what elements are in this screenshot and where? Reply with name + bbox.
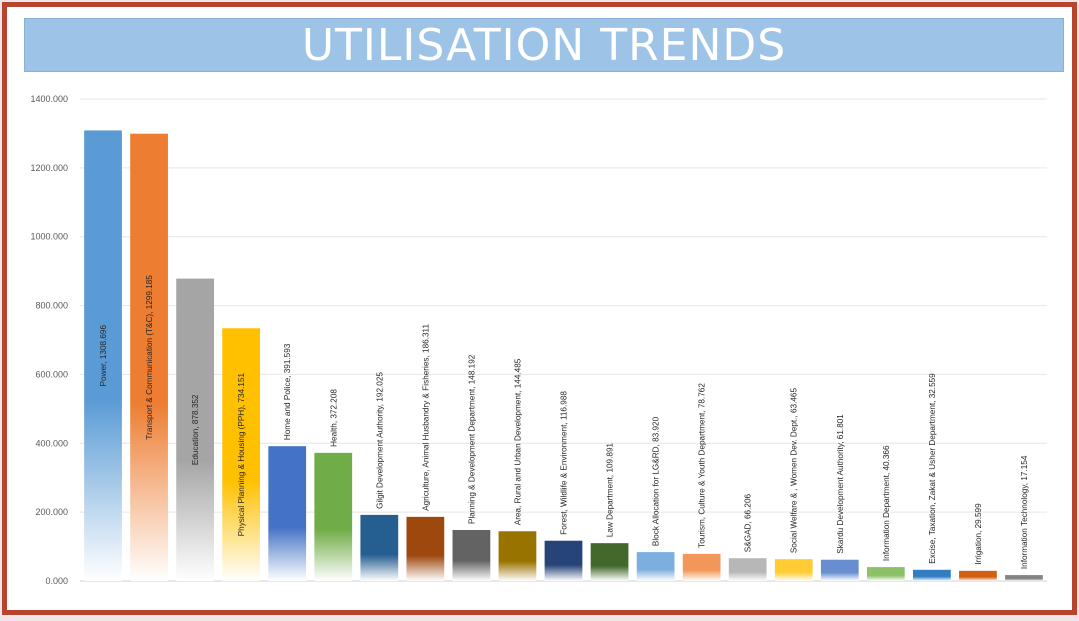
- bar: [268, 446, 307, 581]
- bar: [222, 328, 261, 581]
- data-label: Skardu Development Authority, 61.801: [836, 414, 845, 554]
- data-label: Block Allocation for LG&RD, 83.920: [652, 416, 661, 546]
- bar: [913, 569, 951, 581]
- data-label: Planning & Development Department, 148.1…: [467, 354, 476, 524]
- bar: [452, 529, 491, 581]
- bar: [636, 552, 675, 581]
- bar: [820, 559, 859, 581]
- bar: [84, 130, 122, 581]
- data-label: Gilgit Development Authority, 192.025: [375, 372, 384, 509]
- bar: [959, 570, 997, 581]
- data-label: Forest, Wildlife & Environment, 116.988: [560, 391, 569, 535]
- data-label: Transport & Communication (T&C), 1299.18…: [145, 275, 154, 440]
- bar: [498, 531, 537, 581]
- data-label: Social Welfare & , Women Dev. Dept., 63.…: [790, 388, 799, 554]
- bar: [728, 558, 767, 581]
- y-tick-label: 1200.000: [30, 163, 68, 173]
- data-label: Physical Planning & Housing (PPH), 734.1…: [237, 372, 246, 536]
- data-label: Tourism, Culture & Youth Department, 78.…: [698, 383, 707, 548]
- data-label: Irrigation, 29.599: [974, 503, 983, 565]
- bar: [360, 514, 399, 581]
- data-label: Agriculture, Animal Husbandry & Fisherie…: [421, 324, 430, 511]
- data-label: S&GAD, 66.206: [744, 494, 753, 553]
- data-label: Excise, Taxation, Zakat & Usher Departme…: [928, 373, 937, 564]
- bar: [544, 540, 583, 581]
- bar: [774, 559, 813, 581]
- y-tick-label: 200.000: [35, 507, 68, 517]
- data-label: Power, 1308.696: [99, 325, 108, 387]
- bar: [1005, 575, 1043, 581]
- data-label: Information Technology, 17.154: [1020, 455, 1029, 569]
- bar: [406, 516, 445, 581]
- data-label: Health, 372.208: [329, 389, 338, 447]
- bar: [866, 567, 905, 581]
- y-tick-label: 800.000: [35, 301, 68, 311]
- data-label: Law Department, 109.891: [606, 443, 615, 538]
- y-tick-label: 0.000: [45, 576, 68, 586]
- data-label: Education, 878.352: [191, 394, 200, 465]
- bar: [314, 452, 353, 581]
- data-label: Information Department, 40.366: [882, 445, 891, 561]
- bar: [590, 543, 629, 581]
- bar: [130, 133, 168, 581]
- y-tick-label: 600.000: [35, 369, 68, 379]
- y-tick-label: 400.000: [35, 438, 68, 448]
- y-tick-label: 1000.000: [30, 232, 68, 242]
- bar: [682, 553, 721, 581]
- title-banner: UTILISATION TRENDS: [24, 18, 1064, 72]
- y-tick-label: 1400.000: [30, 94, 68, 104]
- chart-title: UTILISATION TRENDS: [301, 19, 787, 71]
- bar: [176, 278, 214, 581]
- data-label: Home and Police, 391.593: [283, 343, 292, 440]
- data-label: Area, Rural and Urban Development, 144.4…: [513, 358, 522, 525]
